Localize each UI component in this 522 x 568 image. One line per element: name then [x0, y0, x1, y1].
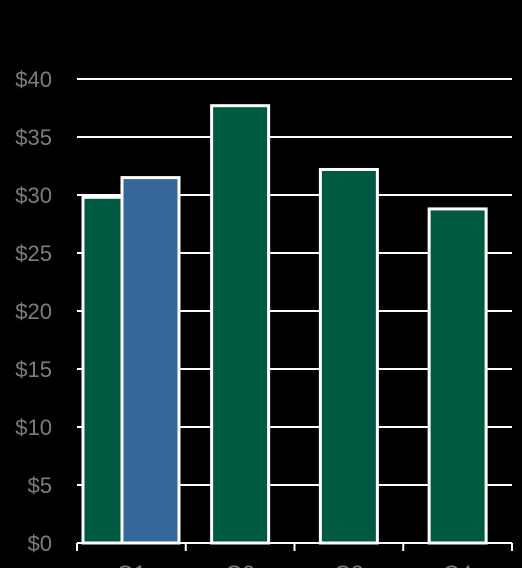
x-tick-label: Q4 [443, 561, 472, 568]
bars [81, 104, 488, 545]
y-tick-label: $20 [15, 299, 52, 324]
bar-q4 [427, 207, 488, 545]
y-tick-label: $35 [15, 125, 52, 150]
x-tick-label: Q3 [334, 561, 363, 568]
bar-q2 [210, 104, 271, 545]
y-tick-label: $10 [15, 415, 52, 440]
x-tick-label: Q2 [225, 561, 254, 568]
bar-q3 [318, 167, 379, 545]
y-tick-label: $30 [15, 183, 52, 208]
y-axis-tick-labels: $0 $5 $10 $15 $20 $25 $30 $35 $40 [15, 67, 52, 556]
y-tick-label: $0 [28, 531, 52, 556]
x-axis-tick-labels: Q1 Q2 Q3 Q4 [117, 561, 473, 568]
bar-q1-series2 [120, 176, 181, 545]
y-tick-label: $15 [15, 357, 52, 382]
x-axis [76, 542, 513, 551]
y-tick-label: $25 [15, 241, 52, 266]
y-tick-label: $40 [15, 67, 52, 92]
y-tick-label: $5 [28, 473, 52, 498]
x-tick-label: Q1 [117, 561, 146, 568]
